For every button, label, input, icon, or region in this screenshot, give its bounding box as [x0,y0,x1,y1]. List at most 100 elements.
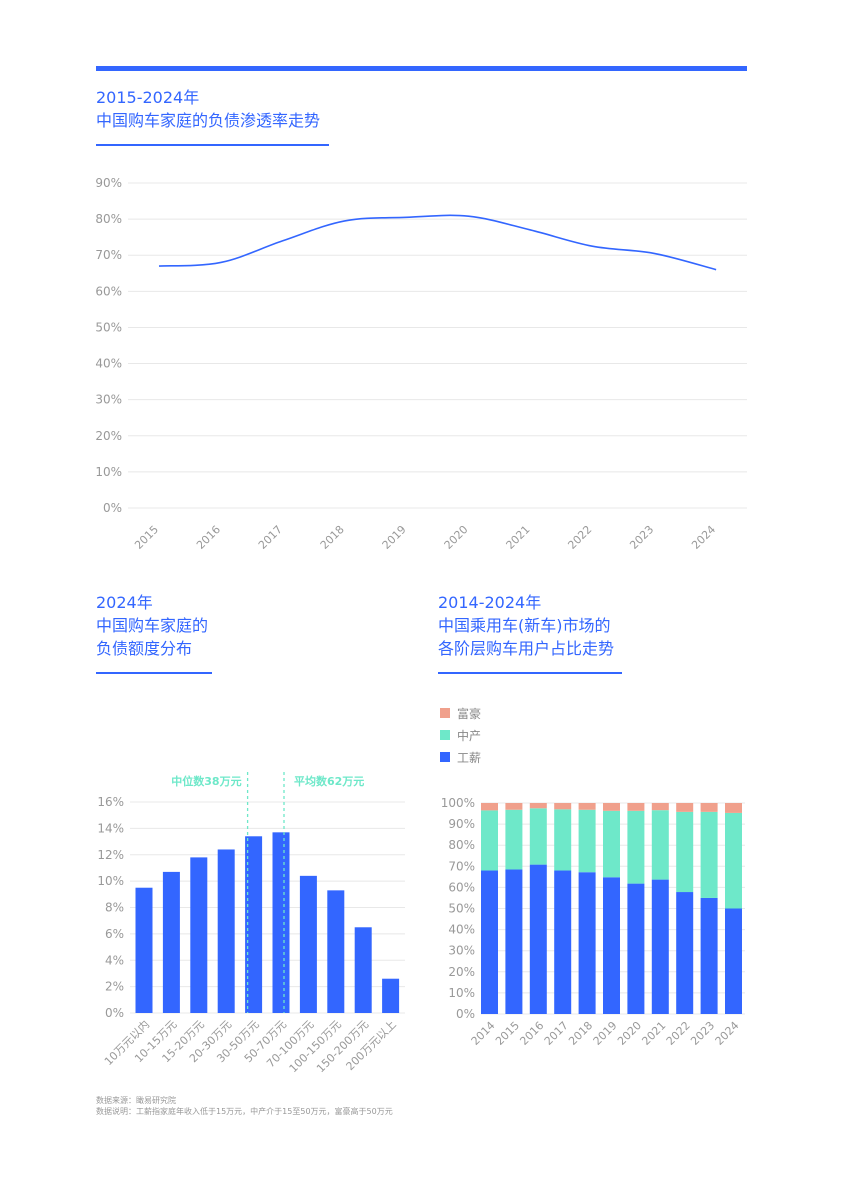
bar [272,832,290,1013]
stacked-chart-x-tick: 2024 [713,1019,742,1048]
stacked-bar-segment-中产 [578,809,596,873]
line-chart-x-tick: 2015 [132,523,161,552]
stacked-bar-segment-中产 [529,808,547,865]
bar [299,875,317,1013]
stacked-bar-segment-中产 [725,812,742,909]
chart3-title-line: 各阶层购车用户占比走势 [438,639,615,658]
legend-label: 中产 [457,728,481,743]
stacked-bar-segment-工薪 [481,870,498,1014]
line-chart-x-tick: 2023 [627,523,656,552]
chart2-title-line: 2024年 [96,593,153,612]
bar-chart-y-tick: 10% [97,874,124,888]
stacked-chart-x-tick: 2018 [566,1019,595,1048]
line-chart-x-tick: 2022 [565,523,594,552]
annotation-label: 平均数62万元 [294,774,364,788]
line-chart-y-tick: 40% [95,357,122,371]
bar-chart-y-tick: 8% [105,901,124,915]
legend-label: 富豪 [457,706,481,721]
legend-swatch [440,752,450,762]
bar [217,849,235,1013]
stacked-bar-segment-工薪 [651,879,669,1014]
stacked-bar-segment-工薪 [505,869,523,1014]
stacked-bar-segment-富豪 [676,803,694,812]
line-chart-y-tick: 70% [95,248,122,262]
bar-chart-y-tick: 4% [105,953,124,967]
line-chart-y-tick: 10% [95,465,122,479]
stacked-bar-segment-富豪 [627,803,645,811]
stacked-bar-segment-富豪 [505,803,523,810]
stacked-chart-x-tick: 2023 [688,1019,717,1048]
stacked-chart-y-tick: 50% [448,902,475,916]
stacked-chart-x-tick: 2020 [615,1019,644,1048]
annotation-label: 中位数38万元 [171,774,241,788]
title-underline [438,672,622,674]
stacked-bar-segment-富豪 [651,803,669,811]
line-chart-x-tick: 2024 [689,523,718,552]
bar [354,927,372,1013]
chart3-title-line: 2014-2024年 [438,593,542,612]
stacked-bar-segment-富豪 [578,803,596,810]
legend-swatch [440,730,450,740]
chart3-title-line: 中国乘用车(新车)市场的 [438,616,611,635]
line-series [158,214,717,271]
line-chart-x-tick: 2018 [318,523,347,552]
bar [245,836,263,1013]
stacked-bar-segment-工薪 [676,892,694,1014]
stacked-bar-segment-中产 [603,810,620,878]
line-chart-y-tick: 80% [95,212,122,226]
stacked-chart-y-tick: 100% [441,796,475,810]
line-chart-x-tick: 2020 [442,523,471,552]
legend-swatch [440,708,450,718]
stacked-bar-segment-工薪 [603,877,620,1014]
stacked-bar-segment-工薪 [627,883,645,1014]
stacked-bar-segment-中产 [554,809,572,871]
stacked-chart-y-tick: 90% [448,817,475,831]
stacked-bar-segment-富豪 [725,803,742,813]
stacked-bar-segment-工薪 [554,870,572,1014]
stacked-bar-segment-富豪 [481,803,498,811]
stacked-bar-segment-中产 [700,811,718,898]
stacked-chart-y-tick: 40% [448,923,475,937]
line-chart-x-tick: 2021 [504,523,533,552]
stacked-bar-segment-中产 [651,810,669,880]
line-chart-y-tick: 30% [95,393,122,407]
stacked-chart-y-tick: 70% [448,859,475,873]
stacked-chart-y-tick: 80% [448,838,475,852]
bar-chart-y-tick: 0% [105,1006,124,1020]
stacked-bar-segment-富豪 [603,803,620,811]
stacked-bar-segment-富豪 [529,803,547,809]
stacked-bar-segment-中产 [481,810,498,871]
stacked-chart-x-tick: 2021 [639,1019,668,1048]
header-bar [96,66,747,71]
stacked-chart-y-tick: 10% [448,986,475,1000]
stacked-bar-segment-富豪 [554,803,572,810]
stacked-bar-segment-富豪 [700,803,718,812]
stacked-chart-x-tick: 2016 [517,1019,546,1048]
footnote-note: 数据说明：工薪指家庭年收入低于15万元，中产介于15至50万元，富豪高于50万元 [96,1107,393,1116]
stacked-bar-segment-中产 [676,811,694,893]
stacked-chart-x-tick: 2022 [664,1019,693,1048]
stacked-bar-segment-工薪 [725,908,742,1014]
stacked-chart-x-tick: 2019 [591,1019,620,1048]
line-chart-y-tick: 50% [95,320,122,334]
chart1-title-line: 中国购车家庭的负债渗透率走势 [96,111,321,130]
bar-chart-y-tick: 12% [97,848,124,862]
title-underline [96,144,329,146]
bar [190,857,208,1013]
stacked-chart-y-tick: 60% [448,880,475,894]
chart2-title-line: 中国购车家庭的 [96,616,209,635]
bar [382,978,400,1013]
bar-chart-y-tick: 6% [105,927,124,941]
chart1-title-line: 2015-2024年 [96,88,200,107]
line-chart-x-tick: 2016 [194,523,223,552]
stacked-chart-x-tick: 2014 [469,1019,498,1048]
bar-chart-y-tick: 2% [105,980,124,994]
stacked-bar-segment-工薪 [529,864,547,1014]
chart2-title: 2024年 中国购车家庭的 负债额度分布 [96,591,208,660]
line-chart-y-tick: 60% [95,284,122,298]
line-chart-x-tick: 2017 [256,523,285,552]
line-chart-y-tick: 90% [95,176,122,190]
title-underline [96,672,212,674]
stacked-bar-segment-中产 [505,809,523,870]
